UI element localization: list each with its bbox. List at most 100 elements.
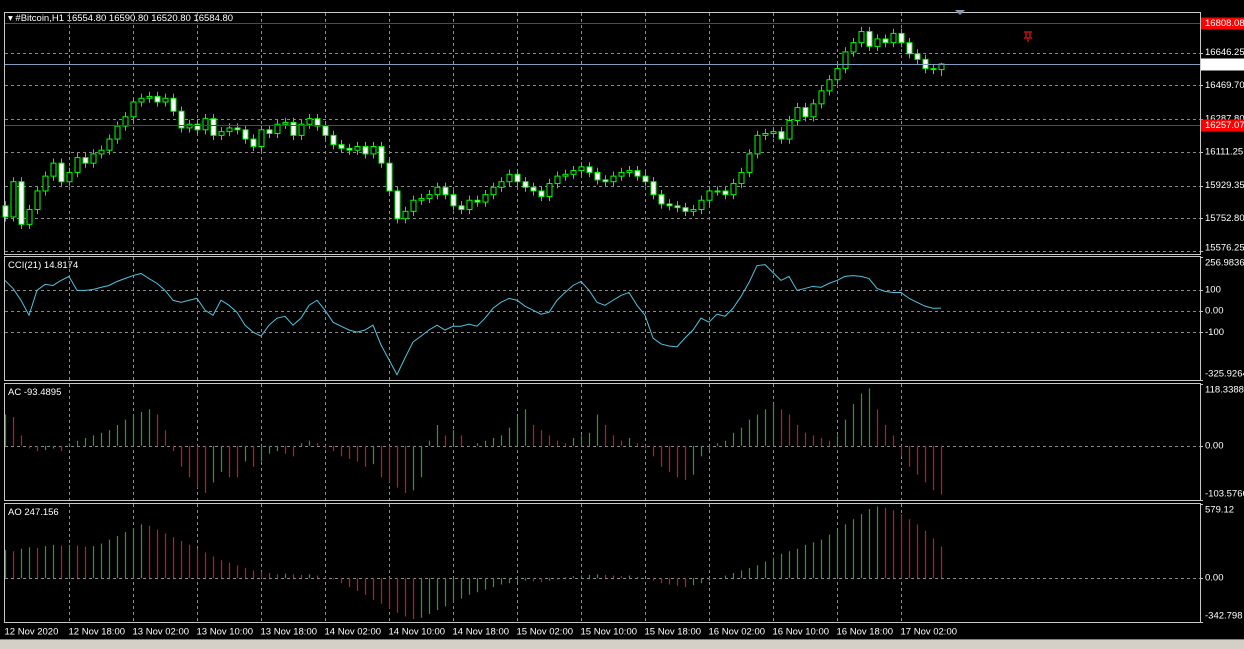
menu-arrow[interactable]: ▾ [8,13,15,24]
candle-body [426,194,433,199]
candle-body [202,118,209,131]
x-tick-label: 16 Nov 10:00 [773,627,830,638]
candle-body [586,166,593,173]
candle-body [650,181,657,196]
candle-body [602,179,609,183]
candle-body [890,32,897,44]
candle-body [754,134,761,155]
candle-body [818,90,825,105]
y-tick-label: 118.3388 [1205,385,1244,396]
candle-body [290,121,297,136]
candle-body [378,145,385,164]
candle-body [258,129,265,147]
candle-body [26,209,33,225]
candle-body [130,101,137,118]
y-tick-label: 16469.70 [1205,80,1244,91]
candle-body [450,194,457,207]
cci-line [4,264,942,376]
candle-body [690,209,697,212]
y-tick-label: -100 [1205,327,1224,338]
candle-body [322,125,329,136]
x-tick-label: 15 Nov 10:00 [581,627,638,638]
candle-body [394,190,401,220]
candle-body [634,170,641,177]
cci-panel-frame [4,256,1201,381]
candle-body [226,127,233,133]
x-tick-label: 13 Nov 18:00 [261,627,318,638]
candle-body [42,175,49,192]
candle-body [674,205,681,209]
chart-shift-marker[interactable] [955,10,965,15]
candle-body [762,133,769,136]
candle-body [898,32,905,44]
candle-body [930,68,937,71]
candle-body [74,157,81,173]
candle-body [882,38,889,44]
y-tick-label: 579.12 [1205,505,1234,516]
x-tick-label: 13 Nov 02:00 [133,627,190,638]
y-tick-label: 0.00 [1205,306,1224,317]
x-tick-label: 14 Nov 02:00 [325,627,382,638]
candle-body [178,110,185,129]
candle-body [234,127,241,131]
candle-body [618,171,625,177]
ohlc-low: 16520.80 [151,13,191,24]
ohlc-close: 16584.80 [193,13,233,24]
y-tick-label: 16287.80 [1205,114,1244,125]
y-tick-label: 15929.35 [1205,180,1244,191]
x-tick-label: 12 Nov 18:00 [69,627,126,638]
candle-body [562,173,569,177]
candle-body [250,138,257,147]
candle-body [98,149,105,155]
ao-header: AO 247.156 [8,507,59,518]
candle-body [514,173,521,183]
candle-body [154,95,161,103]
candle-body [826,79,833,92]
tab-strip[interactable] [0,640,1244,649]
price-label: 16584.80 [1205,59,1244,70]
x-tick-label: 15 Nov 18:00 [645,627,702,638]
ohlc-open: 16554.80 [67,13,107,24]
candle-body [626,170,633,173]
y-tick-label: 15752.80 [1205,213,1244,224]
hline-label-box [1201,119,1244,132]
candle-body [58,162,65,183]
y-tick-label: 100 [1205,285,1221,296]
candle-body [210,118,217,136]
hline-label-box [1201,17,1244,30]
hline-label: 16808.08 [1205,18,1244,29]
candle-body [106,138,113,151]
candle-body [874,38,881,47]
candle-body [386,162,393,192]
candle-body [306,118,313,125]
hline-label: 16257.07 [1205,120,1244,131]
candle-body [658,194,665,205]
price-label-box [1201,58,1244,71]
x-tick-label: 17 Nov 02:00 [901,627,958,638]
y-tick-label: 0.00 [1205,440,1224,451]
y-tick-label: 15576.25 [1205,243,1244,254]
candle-body [738,171,745,185]
indicator-value: 247.156 [24,507,58,518]
candle-body [522,181,529,188]
candle-body [578,166,585,172]
candle-body [802,107,809,118]
indicator-name: CCI(21) [8,260,41,271]
candle-body [722,190,729,196]
candle-body [354,145,361,151]
candle-body [362,145,369,155]
candle-body [330,134,337,146]
candle-body [474,199,481,203]
y-tick-label: -325.9264 [1205,369,1244,380]
candle-body [506,173,513,183]
ao-panel-frame [4,503,1201,623]
alert-icon[interactable] [1024,31,1032,42]
candle-body [338,144,345,149]
candle-body [842,51,849,70]
ac-header: AC -93.4895 [8,387,61,398]
candle-body [642,175,649,183]
candle-body [122,116,129,127]
candle-body [146,95,153,99]
candle-body [530,186,537,192]
